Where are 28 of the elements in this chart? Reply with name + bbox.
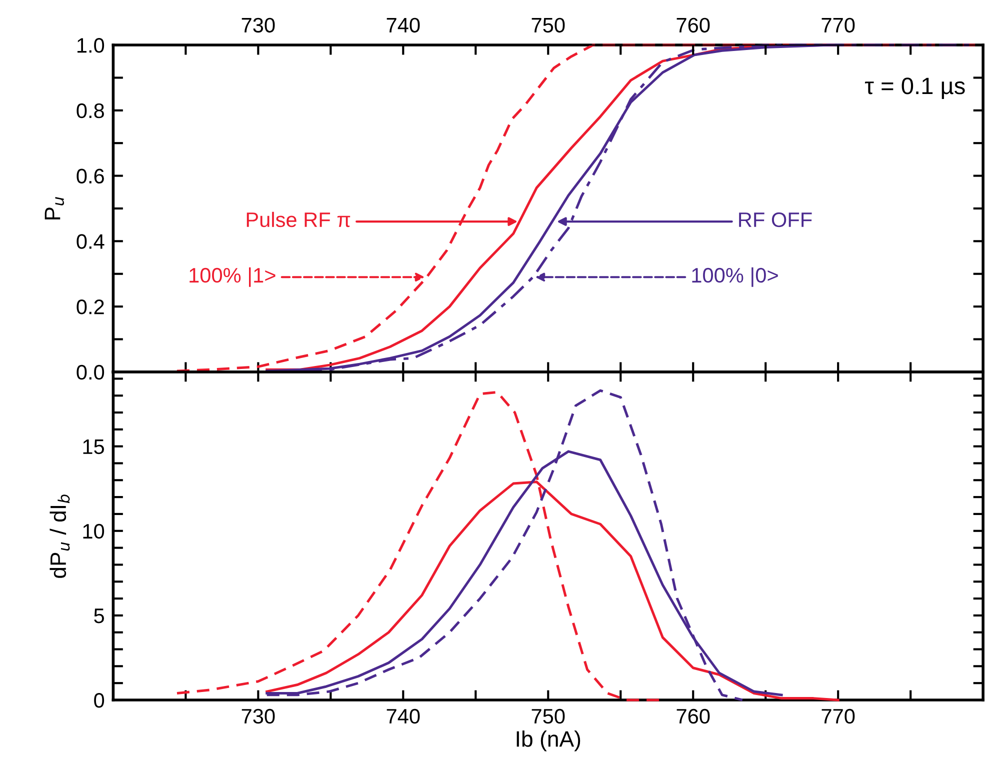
y-tick-label: 15 — [83, 440, 104, 454]
annotation: τ = 0.1 µs — [864, 78, 965, 99]
x2-tick-label: 760 — [676, 18, 710, 33]
x-axis-title: Ib (nA) — [516, 730, 580, 752]
x-tick-label: 770 — [822, 708, 855, 724]
y-tick-label: 0.4 — [76, 234, 104, 249]
x-tick-label: 740 — [386, 708, 420, 724]
annotation: 100% |1> — [190, 267, 276, 287]
y-tick-label: 0.8 — [76, 103, 104, 118]
y-tick-label: 0.0 — [76, 364, 104, 380]
y-tick-label: 1.0 — [78, 38, 104, 53]
y-tick-label: 0.6 — [76, 168, 104, 184]
y-tick-label: 0 — [94, 693, 104, 708]
x2-tick-label: 750 — [532, 18, 565, 33]
y-axis-title: P$_{u}$ — [44, 197, 64, 220]
x2-tick-label: 740 — [386, 18, 420, 33]
y-axis-title: dP$_{u}$ / dI$_{b}$ — [50, 494, 70, 578]
annotation: 100% |0> — [692, 267, 778, 287]
y-tick-label: 10 — [83, 524, 104, 539]
y-tick-label: 5 — [94, 608, 104, 624]
x-tick-label: 760 — [676, 708, 710, 724]
x-tick-label: 750 — [532, 708, 565, 724]
x2-tick-label: 770 — [822, 18, 855, 33]
annotation: RF OFF — [739, 212, 812, 228]
y-tick-label: 0.2 — [76, 300, 104, 314]
annotation: Pulse RF π — [246, 212, 350, 228]
x2-tick-label: 730 — [242, 18, 275, 33]
x-tick-label: 730 — [242, 708, 275, 724]
